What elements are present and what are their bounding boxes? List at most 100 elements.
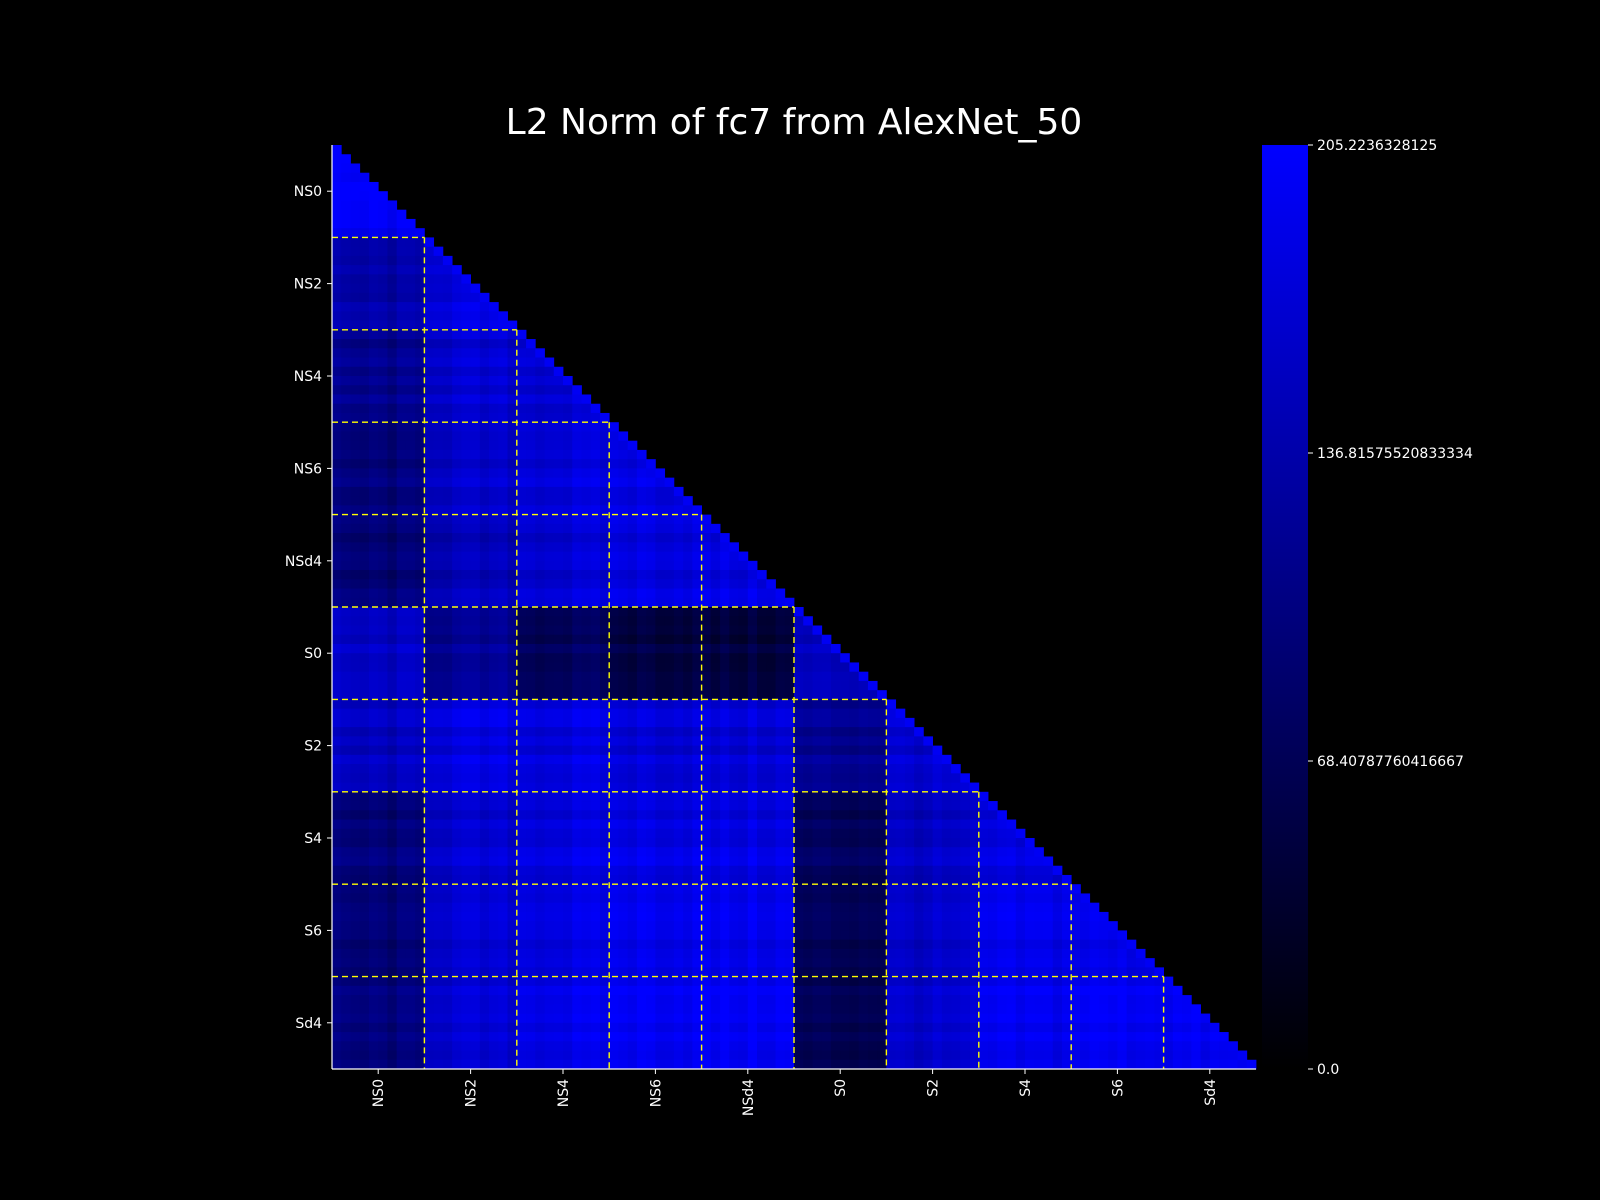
heatmap-cell <box>489 1004 499 1014</box>
heatmap-cell <box>424 819 435 830</box>
heatmap-cell <box>867 1013 878 1024</box>
heatmap-cell <box>516 422 527 432</box>
heatmap-cell <box>747 1041 758 1051</box>
heatmap-cell <box>1071 976 1081 987</box>
heatmap-cell <box>673 1022 684 1033</box>
heatmap-cell <box>544 440 555 451</box>
heatmap-cell <box>923 921 933 931</box>
heatmap-cell <box>470 976 481 987</box>
heatmap-cell <box>664 560 675 571</box>
heatmap-cell <box>858 717 869 728</box>
heatmap-cell <box>609 542 619 552</box>
heatmap-cell <box>526 486 536 497</box>
heatmap-cell <box>544 625 555 636</box>
heatmap-cell <box>923 1050 933 1061</box>
heatmap-cell <box>775 856 786 867</box>
heatmap-cell <box>470 865 481 876</box>
heatmap-cell <box>618 542 629 552</box>
heatmap-cell <box>969 1013 980 1024</box>
heatmap-cell <box>941 939 952 950</box>
heatmap-cell <box>1108 930 1118 941</box>
heatmap-cell <box>683 727 693 737</box>
heatmap-cell <box>332 1032 342 1042</box>
heatmap-cell <box>867 930 878 941</box>
heatmap-cell <box>581 1032 592 1042</box>
heatmap-cell <box>960 865 970 876</box>
heatmap-cell <box>350 625 361 636</box>
heatmap-cell <box>1145 1050 1155 1061</box>
heatmap-cell <box>747 643 758 654</box>
heatmap-cell <box>720 921 730 931</box>
heatmap-cell <box>895 754 906 765</box>
heatmap-cell <box>350 902 361 913</box>
heatmap-cell <box>489 995 499 1005</box>
heatmap-cell <box>470 1022 481 1033</box>
heatmap-cell <box>479 329 490 340</box>
heatmap-cell <box>655 1041 666 1051</box>
heatmap-cell <box>526 422 536 432</box>
heatmap-cell <box>359 237 370 248</box>
heatmap-cell <box>618 911 629 922</box>
heatmap-cell <box>932 773 943 783</box>
heatmap-cell <box>498 514 508 525</box>
heatmap-cell <box>526 690 536 700</box>
heatmap-cell <box>627 662 638 673</box>
heatmap-cell <box>1025 911 1035 922</box>
heatmap-cell <box>701 921 712 931</box>
heatmap-cell <box>710 985 721 996</box>
heatmap-cell <box>378 431 388 442</box>
heatmap-cell <box>461 523 471 534</box>
heatmap-cell <box>378 810 388 820</box>
heatmap-cell <box>794 810 804 820</box>
heatmap-cell <box>969 921 980 931</box>
heatmap-cell <box>1191 1022 1201 1033</box>
heatmap-cell <box>507 884 518 894</box>
heatmap-cell <box>627 579 638 589</box>
heatmap-cell <box>941 995 952 1005</box>
heatmap-cell <box>646 625 656 636</box>
heatmap-cell <box>396 255 407 266</box>
heatmap-cell <box>341 773 351 783</box>
heatmap-cell <box>332 505 342 515</box>
heatmap-cell <box>655 773 666 783</box>
heatmap-cell <box>378 865 388 876</box>
heatmap-cell <box>378 477 388 488</box>
heatmap-cell <box>507 985 518 996</box>
heatmap-cell <box>442 884 453 894</box>
heatmap-cell <box>849 736 860 746</box>
heatmap-cell <box>507 782 518 793</box>
heatmap-cell <box>461 699 471 710</box>
heatmap-cell <box>840 976 850 987</box>
heatmap-cell <box>452 431 462 442</box>
heatmap-cell <box>1061 874 1072 885</box>
heatmap-cell <box>387 939 398 950</box>
heatmap-cell <box>609 514 619 525</box>
heatmap-cell <box>461 690 471 700</box>
heatmap-cell <box>572 1032 582 1042</box>
heatmap-cell <box>368 838 379 848</box>
heatmap-cell <box>1052 911 1063 922</box>
heatmap-cell <box>951 911 961 922</box>
heatmap-cell <box>535 653 545 663</box>
heatmap-cell <box>960 856 970 867</box>
heatmap-cell <box>729 1041 739 1051</box>
heatmap-cell <box>590 976 601 987</box>
heatmap-cell <box>359 948 370 959</box>
heatmap-cell <box>1080 958 1091 968</box>
heatmap-cell <box>738 607 749 617</box>
heatmap-cell <box>489 911 499 922</box>
heatmap-cell <box>812 690 823 700</box>
heatmap-cell <box>627 930 638 941</box>
heatmap-cell <box>405 625 416 636</box>
heatmap-cell <box>784 625 795 636</box>
heatmap-cell <box>332 976 342 987</box>
heatmap-cell <box>729 884 739 894</box>
heatmap-cell <box>563 874 573 885</box>
heatmap-cell <box>701 958 712 968</box>
heatmap-cell <box>784 874 795 885</box>
heatmap-cell <box>599 884 610 894</box>
heatmap-cell <box>581 874 592 885</box>
heatmap-cell <box>341 551 351 562</box>
heatmap-cell <box>415 431 425 442</box>
heatmap-cell <box>821 948 832 959</box>
